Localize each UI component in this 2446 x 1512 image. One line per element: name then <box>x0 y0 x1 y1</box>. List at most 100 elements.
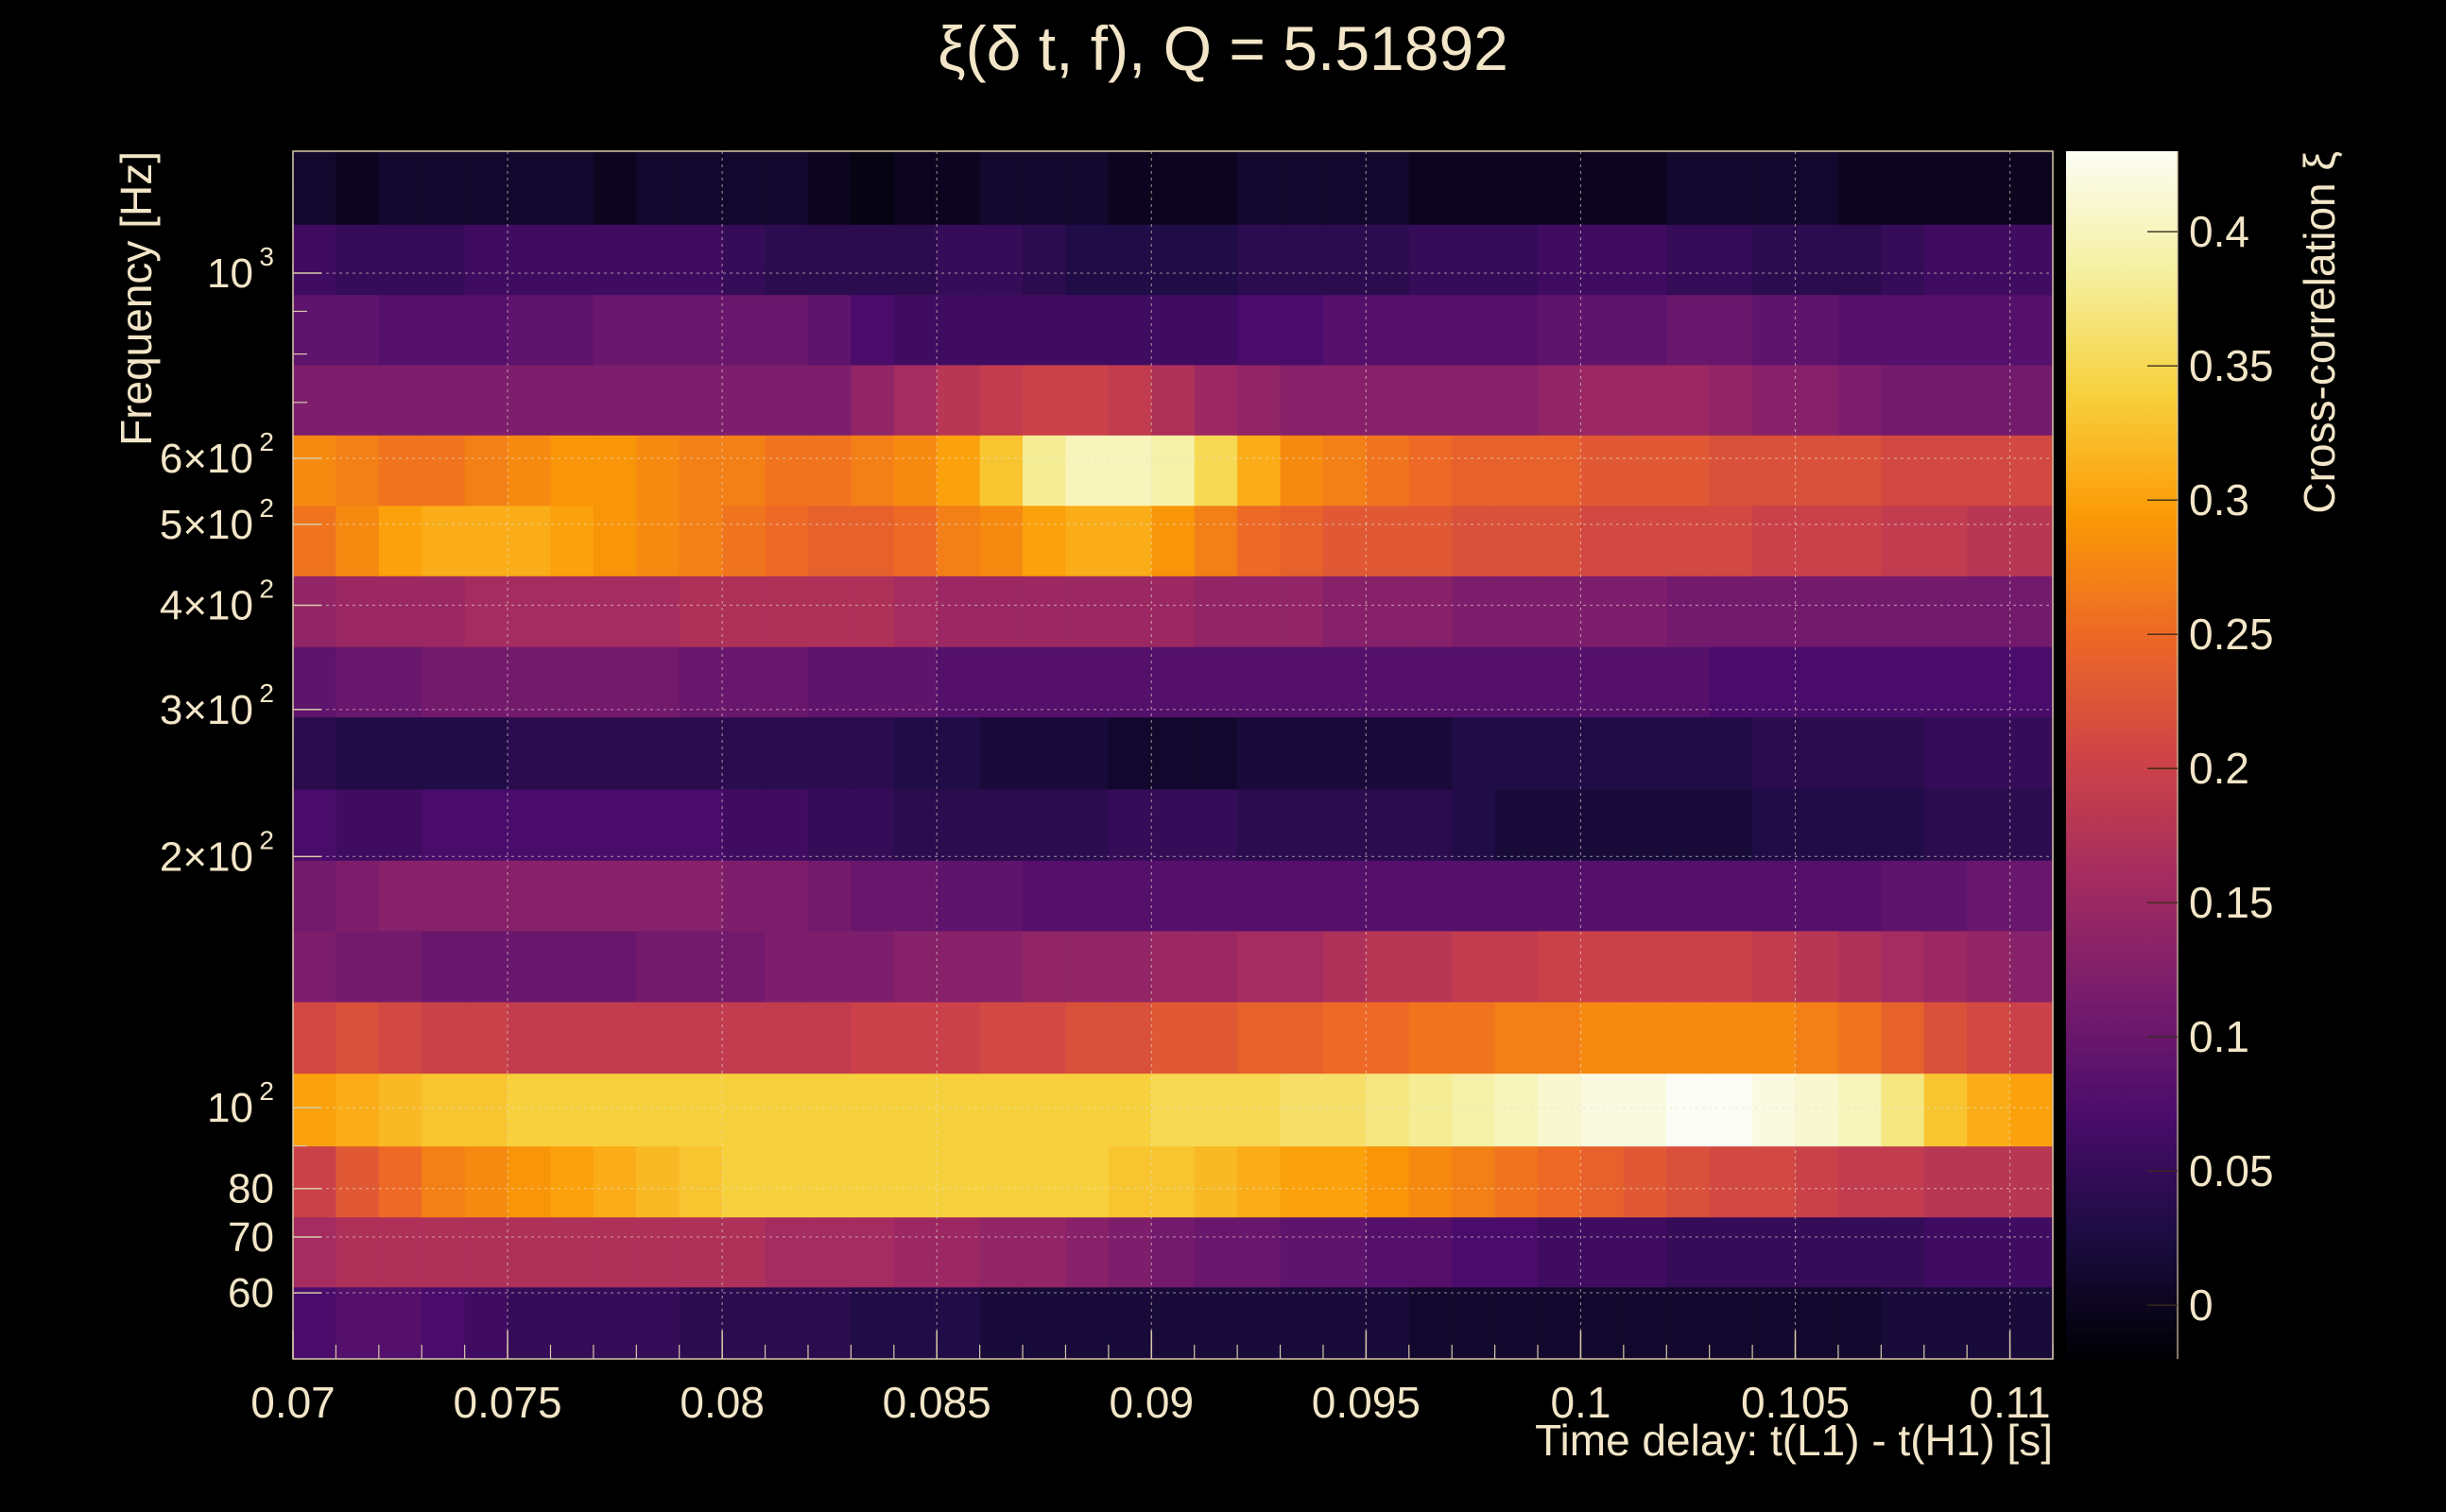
heatmap-cell <box>1237 1286 1282 1360</box>
heatmap-cell <box>550 294 594 366</box>
heatmap-cell <box>1108 1073 1152 1147</box>
heatmap-cell <box>765 1073 809 1147</box>
heatmap-cell <box>550 505 594 576</box>
heatmap-cell <box>293 930 337 1003</box>
heatmap-cell <box>1194 224 1238 296</box>
heatmap-cell <box>722 364 767 436</box>
heatmap-cell <box>1108 1286 1152 1360</box>
heatmap-cell <box>1108 646 1152 718</box>
heatmap-cell <box>893 435 938 507</box>
y-tick-label: 10 <box>207 1085 253 1131</box>
heatmap-cell <box>1538 1001 1582 1074</box>
heatmap-cell <box>1967 716 2011 790</box>
heatmap-cell <box>1065 1216 1110 1288</box>
heatmap-cell <box>1065 1001 1110 1074</box>
heatmap-cell <box>893 1073 938 1147</box>
heatmap-cell <box>1408 860 1453 932</box>
heatmap-cell <box>1881 1286 1925 1360</box>
heatmap-cell <box>293 364 337 436</box>
heatmap-cell <box>636 1286 680 1360</box>
heatmap-cell <box>679 646 723 718</box>
heatmap-cell <box>593 364 637 436</box>
heatmap-cell <box>1837 1216 1882 1288</box>
heatmap-cell <box>550 151 594 225</box>
heatmap-cell <box>1967 576 2011 647</box>
heatmap-cell <box>636 364 680 436</box>
heatmap-cell <box>1366 224 1410 296</box>
heatmap-cell <box>1709 505 1753 576</box>
heatmap-cell <box>979 860 1024 932</box>
heatmap-cell <box>1108 930 1152 1003</box>
heatmap-cell <box>1623 646 1667 718</box>
heatmap-cell <box>636 1001 680 1074</box>
heatmap-cell <box>1795 576 1839 647</box>
heatmap-cell <box>765 860 809 932</box>
heatmap-cell <box>1452 505 1496 576</box>
heatmap-cell <box>1881 860 1925 932</box>
heatmap-cell <box>464 1001 508 1074</box>
heatmap-cell <box>336 1145 380 1218</box>
heatmap-cell <box>378 930 422 1003</box>
heatmap-cell <box>893 860 938 932</box>
heatmap-cell <box>1322 646 1367 718</box>
heatmap-cell <box>2009 224 2054 296</box>
heatmap-cell <box>679 1073 723 1147</box>
heatmap-cell <box>1237 1145 1282 1218</box>
heatmap-cell <box>1366 294 1410 366</box>
heatmap-cell <box>807 576 852 647</box>
heatmap-cell <box>765 294 809 366</box>
heatmap-cell <box>1108 716 1152 790</box>
heatmap-cell <box>1623 716 1667 790</box>
heatmap-cell <box>1408 576 1453 647</box>
heatmap-cell <box>979 1073 1024 1147</box>
x-tick-label: 0.105 <box>1741 1378 1850 1427</box>
heatmap-cell <box>636 860 680 932</box>
heatmap-cell <box>851 1216 895 1288</box>
heatmap-cell <box>1666 364 1711 436</box>
heatmap-cell <box>1194 1216 1238 1288</box>
heatmap-cell <box>1280 1216 1324 1288</box>
heatmap-cell <box>1666 1216 1711 1288</box>
heatmap-cell <box>1151 224 1196 296</box>
heatmap-cell <box>378 646 422 718</box>
heatmap-cell <box>722 1001 767 1074</box>
heatmap-cell <box>1666 294 1711 366</box>
x-tick-label: 0.085 <box>883 1378 991 1427</box>
heatmap-cell <box>1494 151 1539 225</box>
heatmap-cell <box>508 435 552 507</box>
heatmap-cell <box>807 224 852 296</box>
heatmap-cell <box>765 930 809 1003</box>
heatmap-cell <box>1452 860 1496 932</box>
heatmap-cell <box>636 1073 680 1147</box>
heatmap-cell <box>378 860 422 932</box>
heatmap-cell <box>1194 151 1238 225</box>
heatmap-cell <box>1666 505 1711 576</box>
heatmap-cell <box>1151 788 1196 861</box>
heatmap-cell <box>378 1286 422 1360</box>
heatmap-cell <box>1580 576 1625 647</box>
heatmap-cell <box>1709 788 1753 861</box>
heatmap-cell <box>807 788 852 861</box>
heatmap-cell <box>422 1286 466 1360</box>
heatmap-cell <box>1194 294 1238 366</box>
heatmap-cell <box>1065 505 1110 576</box>
heatmap-cell <box>1023 646 1067 718</box>
heatmap-cell <box>1408 1145 1453 1218</box>
heatmap-cell <box>1452 294 1496 366</box>
heatmap-cell <box>1108 505 1152 576</box>
heatmap-cell <box>807 1216 852 1288</box>
heatmap-cell <box>1795 788 1839 861</box>
y-axis-label: Frequency [Hz] <box>112 151 161 446</box>
heatmap-cell <box>1237 224 1282 296</box>
heatmap-cell <box>1580 1286 1625 1360</box>
heatmap-cell <box>550 716 594 790</box>
heatmap-cell <box>1237 788 1282 861</box>
x-axis-label: Time delay: t(L1) - t(H1) [s] <box>1535 1416 2053 1465</box>
heatmap-cell <box>1709 364 1753 436</box>
heatmap-cell <box>1837 646 1882 718</box>
heatmap-cell <box>851 294 895 366</box>
heatmap-cell <box>937 151 981 225</box>
heatmap-cell <box>1237 1216 1282 1288</box>
heatmap-cell <box>1538 646 1582 718</box>
heatmap-cell <box>679 1001 723 1074</box>
